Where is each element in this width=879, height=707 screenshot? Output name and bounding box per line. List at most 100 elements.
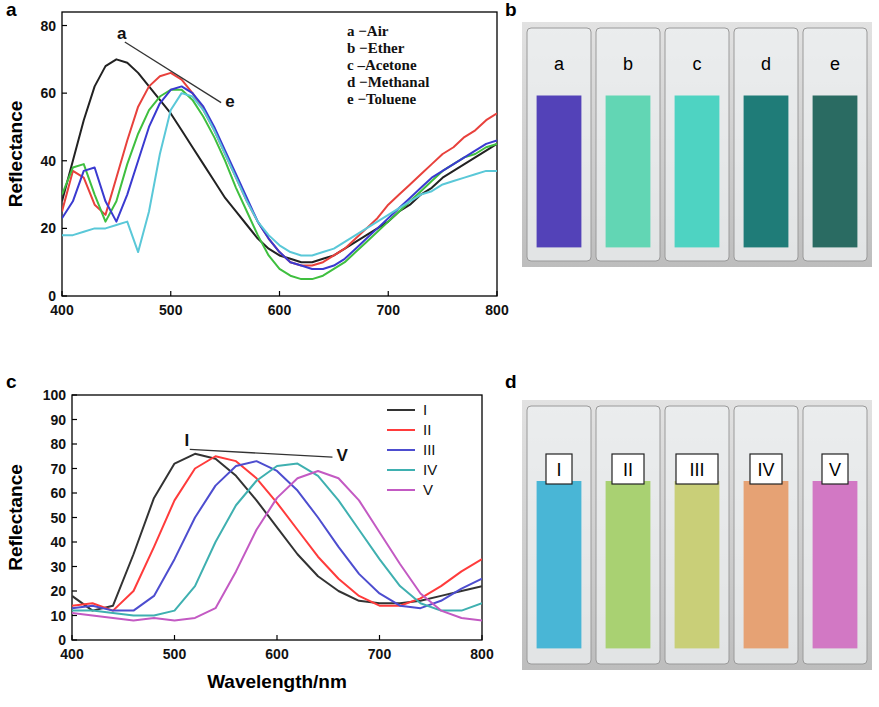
data-group xyxy=(62,59,497,279)
series-line xyxy=(72,461,482,610)
x-tick xyxy=(379,635,380,640)
sample-label: V xyxy=(829,460,841,480)
y-tick xyxy=(72,443,77,444)
x-tick-label: 700 xyxy=(377,302,401,318)
photo-background xyxy=(522,400,872,670)
background xyxy=(0,0,879,707)
legend: a −Airb −Etherc –Acetoned −Methanale −To… xyxy=(347,23,429,107)
x-tick xyxy=(276,635,277,640)
label-box xyxy=(676,454,718,484)
cuvette xyxy=(665,406,729,664)
legend-entry: III xyxy=(423,441,436,458)
x-tick-label: 800 xyxy=(485,302,509,318)
y-tick xyxy=(62,228,67,229)
legend-entry: b −Ether xyxy=(347,40,405,56)
plot-frame xyxy=(62,12,497,296)
sample-label: b xyxy=(623,54,633,74)
legend-entry: V xyxy=(423,481,433,498)
y-tick-label: 20 xyxy=(50,583,66,599)
film-strip xyxy=(537,96,582,248)
film-strip xyxy=(606,481,651,648)
y-tick-label: 70 xyxy=(50,461,66,477)
cuvette xyxy=(803,28,867,261)
y-axis-title: Reflectance xyxy=(5,101,26,208)
annotation: a xyxy=(117,24,127,43)
cuvette xyxy=(734,28,798,261)
series-line xyxy=(72,456,482,610)
annotation-leader xyxy=(125,42,221,103)
label-box xyxy=(750,454,782,484)
y-tick xyxy=(72,419,77,420)
y-tick-label: 100 xyxy=(43,387,67,403)
legend-swatch xyxy=(387,409,415,411)
data-group xyxy=(72,454,482,621)
x-tick xyxy=(496,291,497,296)
y-tick xyxy=(62,160,67,161)
y-tick-label: 0 xyxy=(48,288,56,304)
y-tick xyxy=(72,541,77,542)
legend-swatch xyxy=(387,449,415,451)
x-tick-label: 800 xyxy=(470,646,494,662)
y-tick xyxy=(72,639,77,640)
y-tick xyxy=(62,295,67,296)
x-axis-title: Wavelength/nm xyxy=(207,671,347,692)
x-tick xyxy=(170,291,171,296)
panel-label: a xyxy=(6,0,17,20)
cuvette xyxy=(527,406,591,664)
panel-label: c xyxy=(6,371,17,392)
film-strip xyxy=(744,96,789,248)
film-strip xyxy=(675,96,720,248)
x-tick-label: 500 xyxy=(159,302,183,318)
y-tick-label: 80 xyxy=(50,436,66,452)
sample-label: IV xyxy=(757,460,774,480)
x-tick-label: 500 xyxy=(163,646,187,662)
series-line xyxy=(72,471,482,620)
sample-label: III xyxy=(689,460,704,480)
x-tick-label: 700 xyxy=(368,646,392,662)
y-tick xyxy=(72,615,77,616)
chart-panel: a400500600700800020406080Reflectanceaea … xyxy=(5,0,509,318)
legend-entry: a −Air xyxy=(347,23,389,39)
photo-panel: dIIIIIIIVV xyxy=(505,371,872,670)
panel-label: b xyxy=(505,0,517,20)
sample-label: c xyxy=(693,54,702,74)
y-tick xyxy=(72,517,77,518)
y-tick-label: 20 xyxy=(40,220,56,236)
figure: a400500600700800020406080Reflectanceaea … xyxy=(0,0,879,707)
film-strip xyxy=(606,96,651,248)
y-tick xyxy=(72,566,77,567)
y-tick xyxy=(72,590,77,591)
y-axis-title: Reflectance xyxy=(5,464,26,571)
y-tick xyxy=(62,93,67,94)
series-line xyxy=(62,93,497,255)
series-line xyxy=(62,73,497,266)
y-tick-label: 90 xyxy=(50,412,66,428)
y-tick-label: 60 xyxy=(40,85,56,101)
cuvette xyxy=(803,406,867,664)
film-strip xyxy=(813,481,858,648)
series-line xyxy=(72,454,482,611)
annotation-leader xyxy=(190,449,333,457)
series-line xyxy=(62,86,497,269)
chart-panel: c4005006007008000102030405060708090100Re… xyxy=(5,371,494,692)
x-tick xyxy=(174,635,175,640)
cuvette xyxy=(527,28,591,261)
y-tick-label: 50 xyxy=(50,510,66,526)
legend-swatch xyxy=(387,469,415,471)
x-tick xyxy=(279,291,280,296)
film-strip xyxy=(675,481,720,648)
x-tick xyxy=(481,635,482,640)
series-line xyxy=(62,59,497,262)
x-tick xyxy=(61,291,62,296)
film-strip xyxy=(744,481,789,648)
sample-label: I xyxy=(556,460,561,480)
label-box xyxy=(546,454,572,484)
cuvette xyxy=(665,28,729,261)
sample-label: e xyxy=(830,54,840,74)
plot-frame xyxy=(72,395,482,640)
cuvette xyxy=(734,406,798,664)
y-tick-label: 40 xyxy=(40,153,56,169)
film-strip xyxy=(537,481,582,648)
film-strip xyxy=(813,96,858,248)
label-box xyxy=(612,454,644,484)
